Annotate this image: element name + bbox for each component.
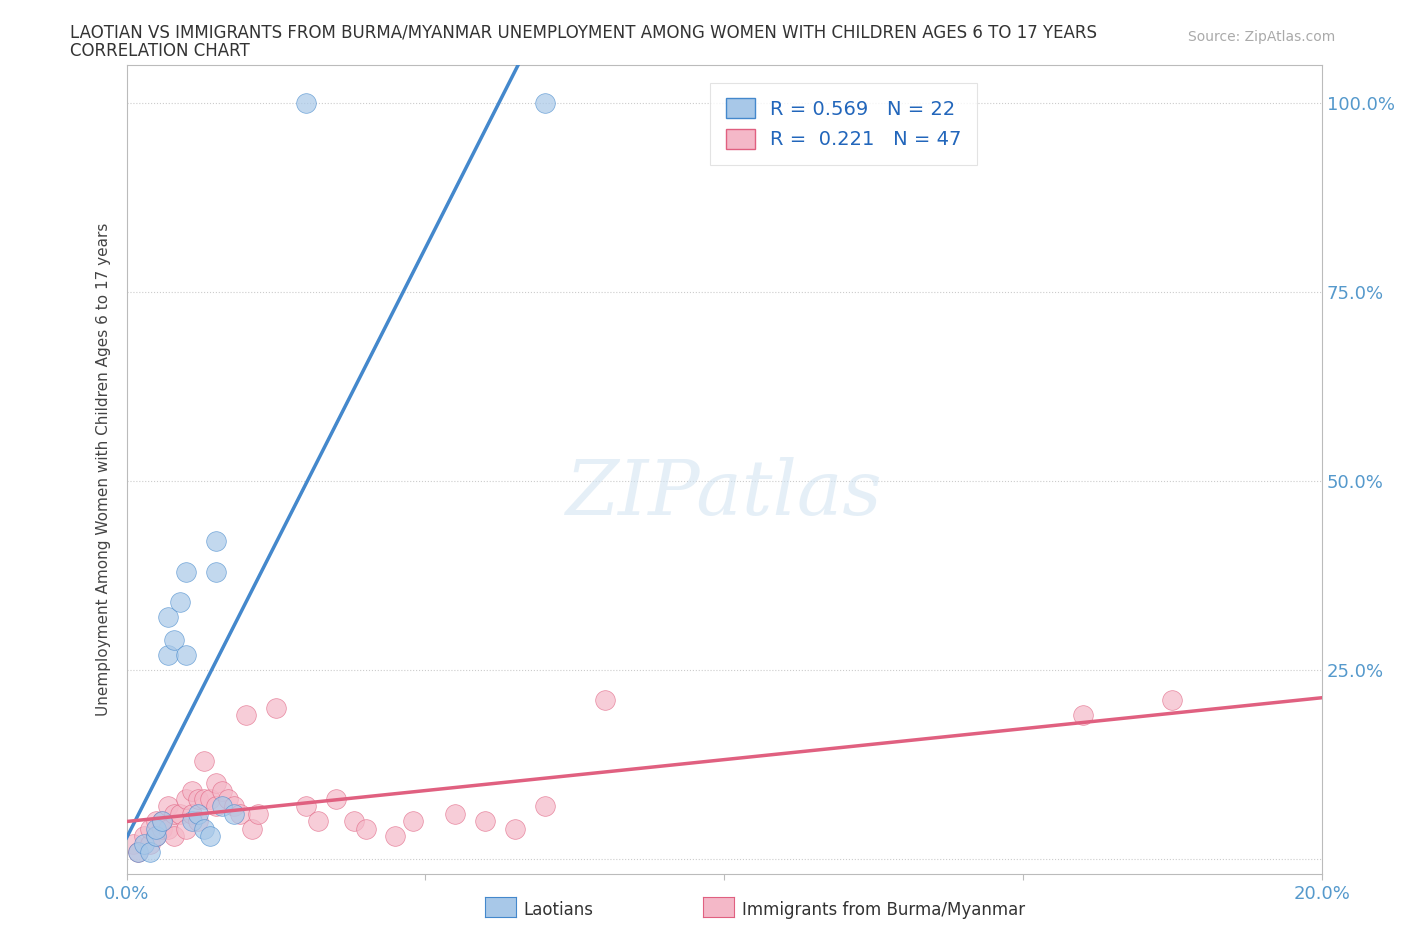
Point xyxy=(205,776,228,790)
Point xyxy=(222,806,246,821)
Text: Source: ZipAtlas.com: Source: ZipAtlas.com xyxy=(1188,30,1336,44)
Point xyxy=(152,814,174,829)
Point xyxy=(222,799,246,814)
Point xyxy=(174,565,197,579)
Point xyxy=(534,96,557,111)
Point xyxy=(205,534,228,549)
Point xyxy=(200,829,222,844)
Point xyxy=(247,806,270,821)
Point xyxy=(240,821,263,836)
Point xyxy=(174,647,197,662)
Text: CORRELATION CHART: CORRELATION CHART xyxy=(70,42,250,60)
Point xyxy=(593,693,616,708)
Point xyxy=(187,806,209,821)
Point xyxy=(211,784,233,799)
Point xyxy=(174,821,197,836)
Point xyxy=(157,647,180,662)
Point xyxy=(205,799,228,814)
Point xyxy=(134,836,156,851)
Point xyxy=(174,791,197,806)
Point xyxy=(534,799,557,814)
Legend: R = 0.569   N = 22, R =  0.221   N = 47: R = 0.569 N = 22, R = 0.221 N = 47 xyxy=(710,83,977,165)
Point xyxy=(181,814,204,829)
Point xyxy=(145,814,167,829)
Point xyxy=(444,806,467,821)
Point xyxy=(474,814,496,829)
Point xyxy=(294,799,316,814)
Point xyxy=(307,814,329,829)
Point xyxy=(152,814,174,829)
Point xyxy=(354,821,377,836)
Point xyxy=(163,806,186,821)
Text: LAOTIAN VS IMMIGRANTS FROM BURMA/MYANMAR UNEMPLOYMENT AMONG WOMEN WITH CHILDREN : LAOTIAN VS IMMIGRANTS FROM BURMA/MYANMAR… xyxy=(70,23,1097,41)
Point xyxy=(139,844,162,859)
Point xyxy=(181,806,204,821)
Point xyxy=(134,829,156,844)
Point xyxy=(217,791,239,806)
Point xyxy=(187,814,209,829)
Point xyxy=(235,708,257,723)
Y-axis label: Unemployment Among Women with Children Ages 6 to 17 years: Unemployment Among Women with Children A… xyxy=(96,223,111,716)
Point xyxy=(139,836,162,851)
Text: Immigrants from Burma/Myanmar: Immigrants from Burma/Myanmar xyxy=(742,900,1025,919)
Point xyxy=(157,799,180,814)
Point xyxy=(127,844,149,859)
Point xyxy=(503,821,526,836)
Point xyxy=(145,821,167,836)
Point xyxy=(157,821,180,836)
Text: Laotians: Laotians xyxy=(523,900,593,919)
Point xyxy=(145,829,167,844)
Point xyxy=(211,799,233,814)
Point xyxy=(200,791,222,806)
Point xyxy=(193,791,215,806)
Point xyxy=(163,829,186,844)
Text: ZIPatlas: ZIPatlas xyxy=(565,457,883,531)
Point xyxy=(343,814,366,829)
Point xyxy=(121,836,143,851)
Point xyxy=(169,594,191,609)
Point xyxy=(139,821,162,836)
Point xyxy=(169,806,191,821)
Point xyxy=(1161,693,1184,708)
Point xyxy=(145,829,167,844)
Point xyxy=(181,784,204,799)
Point xyxy=(229,806,252,821)
Point xyxy=(163,632,186,647)
Point xyxy=(193,753,215,768)
Point xyxy=(205,565,228,579)
Point xyxy=(384,829,406,844)
Point xyxy=(187,791,209,806)
Point xyxy=(402,814,425,829)
Point xyxy=(157,610,180,625)
Point xyxy=(294,96,316,111)
Point xyxy=(325,791,347,806)
Point xyxy=(127,844,149,859)
Point xyxy=(1071,708,1094,723)
Point xyxy=(152,821,174,836)
Point xyxy=(264,700,287,715)
Point xyxy=(193,821,215,836)
